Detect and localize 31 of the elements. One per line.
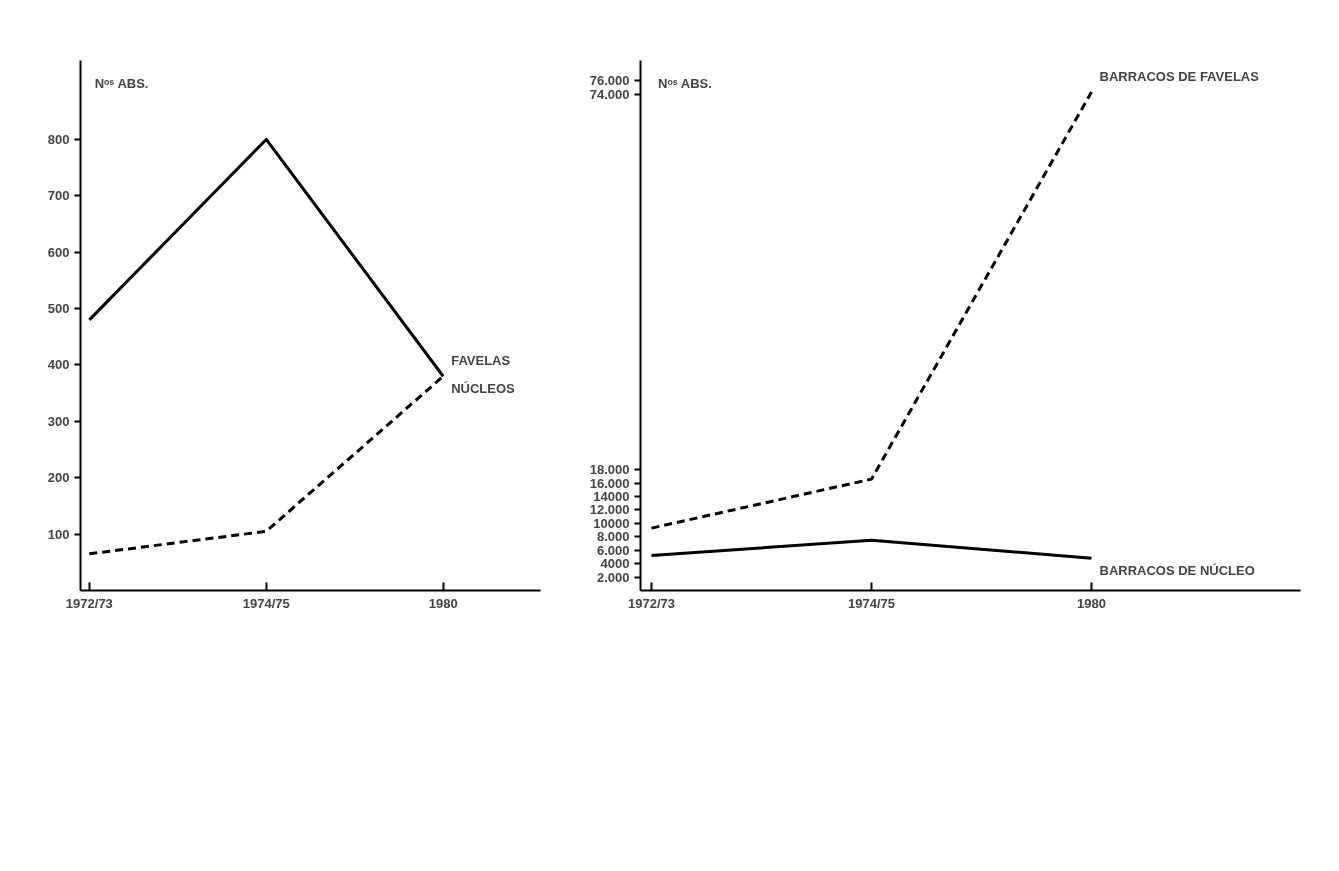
y-tick-label: 700: [47, 188, 70, 204]
y-tick-label: 2.000: [596, 569, 630, 585]
x-tick-label: 1980: [428, 595, 458, 611]
y-axis-title: Nᵒˢ ABS.: [658, 75, 712, 91]
y-tick-label: 6.000: [596, 542, 630, 558]
y-tick-label: 600: [47, 244, 70, 260]
series-label: FAVELAS: [451, 353, 511, 369]
y-tick-label: 10000: [593, 515, 630, 531]
y-tick-label: 4000: [600, 556, 630, 572]
y-tick-label: 400: [47, 357, 70, 373]
x-tick-label: 1972/73: [65, 595, 113, 611]
y-tick-label: 14000: [593, 489, 630, 505]
series-label: BARRACOS DE FAVELAS: [1099, 69, 1260, 85]
y-tick-label: 12.000: [589, 502, 630, 518]
x-tick-label: 1974/75: [242, 595, 290, 611]
y-tick-label: 800: [47, 131, 70, 147]
y-tick-label: 76.000: [589, 73, 630, 89]
x-tick-label: 1980: [1077, 595, 1106, 611]
y-tick-label: 300: [47, 413, 70, 429]
series-label: NÚCLEOS: [451, 381, 516, 397]
y-tick-label: 500: [47, 301, 70, 317]
y-tick-label: 74.000: [589, 86, 630, 102]
y-tick-label: 8.000: [596, 529, 630, 545]
y-tick-label: 200: [47, 470, 70, 486]
y-tick-label: 16.000: [589, 475, 630, 491]
y-tick-label: 18.000: [589, 462, 630, 478]
y-tick-label: 100: [47, 526, 70, 542]
x-tick-label: 1974/75: [848, 595, 895, 611]
y-axis-title: Nᵒˢ ABS.: [94, 75, 149, 91]
series-label: BARRACOS DE NÚCLEO: [1099, 563, 1255, 579]
x-tick-label: 1972/73: [628, 595, 675, 611]
